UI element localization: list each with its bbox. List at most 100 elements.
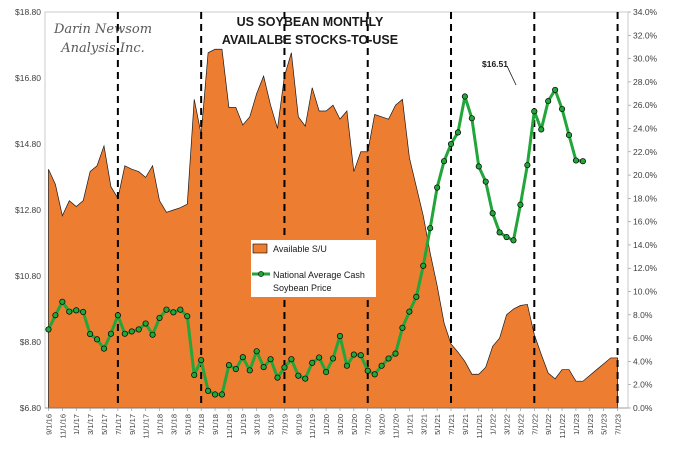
x-tick-39: 3/1/23 — [586, 414, 595, 435]
line-series — [45, 86, 586, 398]
x-tick-41: 7/1/23 — [614, 414, 623, 435]
price-point-56 — [434, 184, 441, 191]
price-point-71 — [538, 126, 545, 133]
watermark-line-2: Analysis Inc. — [60, 41, 145, 56]
x-tick-35: 7/1/22 — [530, 414, 539, 435]
x-tick-8: 1/1/18 — [156, 414, 165, 435]
legend-swatch-marker — [258, 271, 264, 277]
legend-label-area: Available S/U — [273, 244, 327, 254]
price-point-52 — [406, 308, 413, 315]
vertical-dashed-lines — [116, 12, 619, 408]
legend-swatch-area — [252, 243, 268, 254]
price-point-70 — [531, 108, 538, 115]
x-tick-37: 11/1/22 — [558, 414, 567, 438]
right-axis-tick-4: 8.0% — [633, 310, 653, 320]
price-point-58 — [447, 140, 455, 148]
legend-label-line-2: Soybean Price — [273, 283, 332, 293]
price-point-46 — [364, 367, 371, 374]
x-tick-13: 11/1/18 — [225, 414, 234, 438]
price-point-18 — [170, 309, 177, 316]
x-tick-40: 5/1/23 — [600, 414, 609, 435]
x-tick-23: 7/1/20 — [364, 414, 373, 435]
price-point-34 — [281, 364, 288, 371]
price-point-7 — [94, 336, 101, 343]
price-point-50 — [392, 350, 399, 357]
left-axis-tick-5: $16.80 — [15, 73, 41, 83]
price-point-29 — [246, 367, 253, 374]
x-tick-26: 1/1/21 — [405, 414, 414, 435]
price-point-68 — [517, 201, 524, 208]
price-point-43 — [343, 362, 350, 369]
watermark-line-1: Darin Newsom — [53, 22, 152, 37]
x-tick-32: 1/1/22 — [489, 414, 498, 435]
price-point-60 — [461, 93, 468, 100]
x-tick-7: 11/1/17 — [142, 414, 151, 438]
x-tick-28: 5/1/21 — [433, 414, 442, 435]
price-point-54 — [420, 262, 427, 269]
price-point-1 — [52, 312, 59, 319]
price-annotation: $16.51 — [482, 59, 508, 69]
price-point-21 — [191, 371, 198, 379]
price-point-13 — [135, 326, 142, 333]
x-tick-31: 11/1/21 — [475, 414, 484, 438]
price-point-73 — [552, 86, 559, 93]
price-point-3 — [66, 308, 73, 315]
x-tick-6: 9/1/17 — [128, 414, 137, 435]
price-point-45 — [357, 352, 364, 359]
x-tick-12: 9/1/18 — [211, 414, 220, 435]
price-point-75 — [565, 132, 573, 139]
x-tick-17: 7/1/19 — [280, 414, 289, 435]
price-point-16 — [156, 314, 163, 321]
right-axis-tick-9: 18.0% — [633, 193, 658, 203]
x-tick-11: 7/1/18 — [197, 414, 206, 435]
price-point-37 — [302, 375, 309, 382]
price-point-41 — [329, 355, 337, 362]
price-point-53 — [413, 293, 420, 300]
price-point-62 — [475, 163, 482, 170]
price-point-55 — [427, 225, 434, 232]
price-point-0 — [45, 326, 52, 333]
price-point-17 — [163, 306, 170, 313]
x-tick-34: 5/1/22 — [516, 414, 525, 435]
price-point-32 — [267, 356, 274, 363]
x-tick-0: 9/1/16 — [44, 414, 53, 435]
price-point-31 — [260, 364, 267, 371]
right-axis-tick-10: 20.0% — [633, 170, 658, 180]
price-point-8 — [100, 345, 108, 352]
x-tick-15: 3/1/19 — [253, 414, 262, 435]
right-axis-tick-7: 14.0% — [633, 240, 658, 250]
price-point-77 — [579, 158, 586, 165]
price-point-69 — [524, 162, 531, 169]
price-point-33 — [274, 374, 281, 381]
x-tick-36: 9/1/22 — [544, 414, 553, 435]
price-point-47 — [371, 371, 378, 378]
right-axis-tick-1: 2.0% — [633, 380, 653, 390]
watermark: Darin Newsom Analysis Inc. — [53, 22, 152, 56]
x-tick-29: 7/1/21 — [447, 414, 456, 435]
price-point-24 — [211, 391, 219, 398]
price-point-36 — [295, 372, 302, 379]
x-tick-16: 5/1/19 — [267, 414, 276, 435]
price-point-44 — [350, 351, 357, 358]
right-axis-tick-13: 26.0% — [633, 100, 658, 110]
price-point-48 — [378, 362, 385, 369]
price-point-4 — [73, 307, 80, 314]
price-point-67 — [510, 237, 517, 244]
title-line-2: AVAILALBE STOCKS-TO-USE — [222, 33, 398, 47]
left-axis-tick-1: $8.80 — [20, 337, 42, 347]
price-point-65 — [496, 229, 503, 236]
right-axis-tick-8: 16.0% — [633, 217, 658, 227]
price-point-14 — [142, 320, 149, 327]
price-point-9 — [107, 330, 114, 337]
x-tick-33: 3/1/22 — [503, 414, 512, 435]
right-axis-tick-16: 32.0% — [633, 30, 658, 40]
price-point-76 — [572, 157, 579, 164]
price-point-35 — [288, 356, 295, 363]
area-series — [48, 48, 618, 409]
right-axis-tick-15: 30.0% — [633, 54, 658, 64]
price-point-72 — [545, 98, 552, 105]
price-point-30 — [253, 348, 260, 355]
left-axis-tick-6: $18.80 — [15, 7, 41, 17]
price-point-10 — [114, 312, 121, 319]
price-point-28 — [239, 354, 246, 361]
